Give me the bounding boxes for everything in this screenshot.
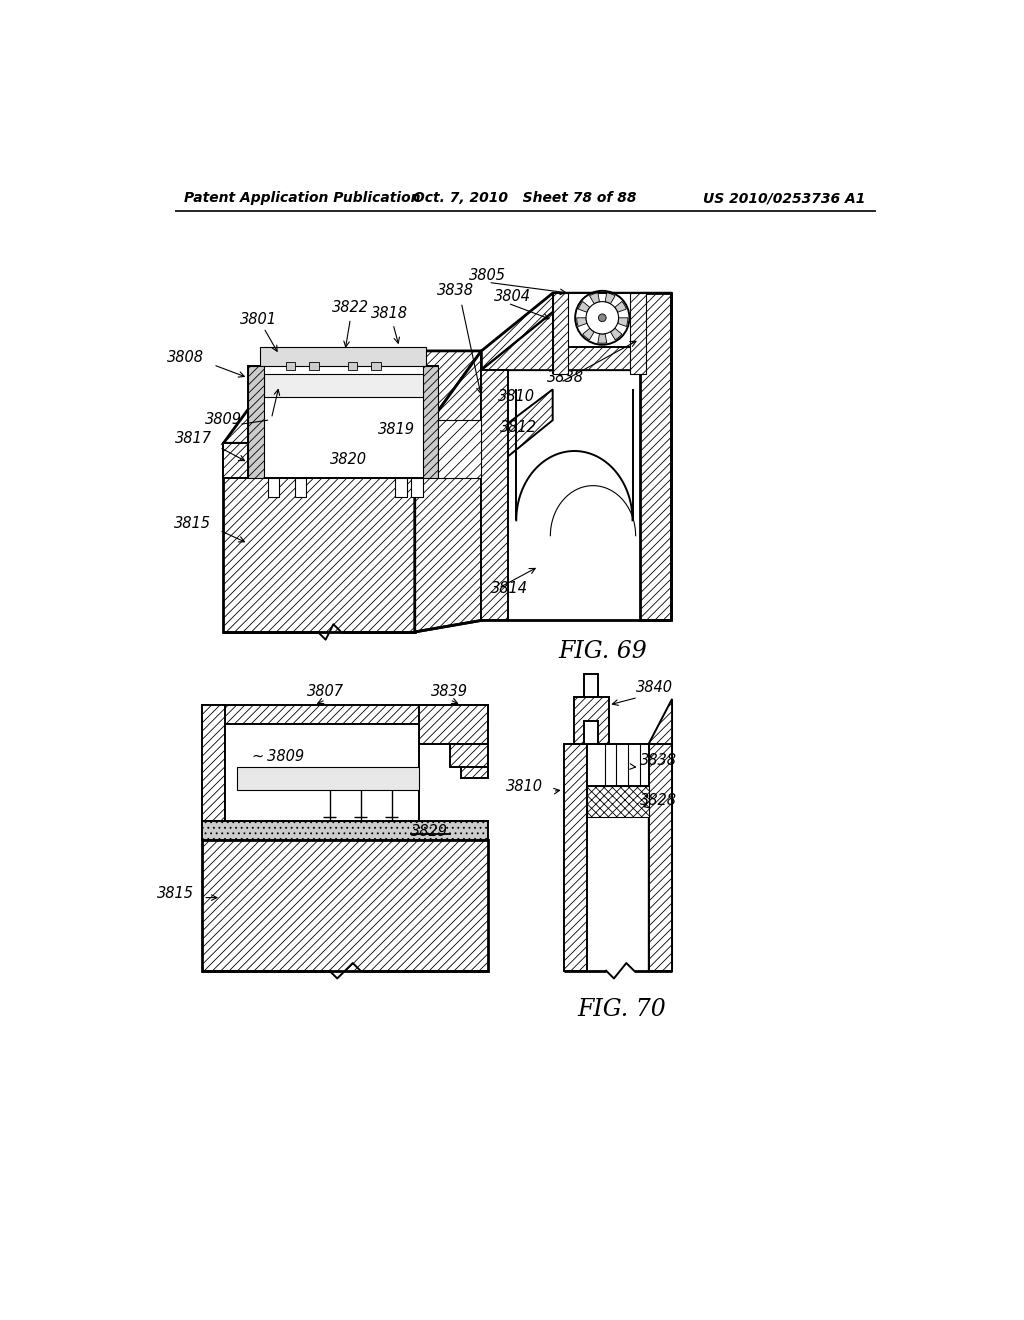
Polygon shape <box>553 293 568 374</box>
Polygon shape <box>260 347 426 367</box>
Polygon shape <box>649 743 672 970</box>
Circle shape <box>586 302 618 334</box>
Polygon shape <box>248 367 263 478</box>
Polygon shape <box>263 374 430 397</box>
Polygon shape <box>202 840 488 970</box>
Polygon shape <box>573 697 608 743</box>
Polygon shape <box>372 363 381 370</box>
Polygon shape <box>295 478 306 498</box>
Text: 3817: 3817 <box>175 432 212 446</box>
Polygon shape <box>450 743 488 767</box>
Polygon shape <box>438 420 481 478</box>
Text: 3801: 3801 <box>241 312 278 327</box>
Polygon shape <box>225 725 419 821</box>
Polygon shape <box>640 293 671 620</box>
Wedge shape <box>598 334 607 343</box>
Polygon shape <box>267 478 280 498</box>
Polygon shape <box>587 743 649 785</box>
Text: 3805: 3805 <box>469 268 506 282</box>
Text: 3815: 3815 <box>157 886 194 900</box>
Polygon shape <box>348 363 357 370</box>
Text: 3838: 3838 <box>547 370 584 384</box>
Text: ~ 3809: ~ 3809 <box>252 748 304 763</box>
Text: 3820: 3820 <box>331 451 368 467</box>
Circle shape <box>598 314 606 322</box>
Text: 3838: 3838 <box>437 284 474 298</box>
Wedge shape <box>617 318 628 326</box>
Text: 3807: 3807 <box>307 684 344 698</box>
Text: 3808: 3808 <box>167 350 204 366</box>
Wedge shape <box>579 301 590 313</box>
Text: 3814: 3814 <box>490 581 527 597</box>
Text: 3840: 3840 <box>636 680 673 696</box>
Wedge shape <box>583 329 594 339</box>
Polygon shape <box>415 351 481 632</box>
Polygon shape <box>411 478 423 498</box>
Polygon shape <box>223 444 415 632</box>
Polygon shape <box>419 705 488 743</box>
Text: 3819: 3819 <box>378 422 415 437</box>
Polygon shape <box>309 363 318 370</box>
Polygon shape <box>481 389 553 478</box>
Text: 3818: 3818 <box>372 306 409 321</box>
Wedge shape <box>605 293 615 304</box>
Polygon shape <box>223 351 481 444</box>
Polygon shape <box>248 367 438 478</box>
Polygon shape <box>223 444 481 478</box>
Text: 3810: 3810 <box>506 779 543 795</box>
Text: US 2010/0253736 A1: US 2010/0253736 A1 <box>703 191 866 206</box>
Text: 3839: 3839 <box>431 684 468 698</box>
Text: Patent Application Publication: Patent Application Publication <box>183 191 420 206</box>
Polygon shape <box>202 705 488 725</box>
Polygon shape <box>202 821 488 840</box>
Text: 3810: 3810 <box>499 389 536 404</box>
Polygon shape <box>237 767 419 789</box>
Wedge shape <box>590 293 599 304</box>
Polygon shape <box>202 705 225 821</box>
Polygon shape <box>395 478 407 498</box>
Text: 3828: 3828 <box>640 793 677 808</box>
Polygon shape <box>423 367 438 478</box>
Polygon shape <box>587 785 649 817</box>
Text: 3829: 3829 <box>411 825 447 840</box>
Text: FIG. 69: FIG. 69 <box>558 640 647 663</box>
Polygon shape <box>481 370 508 620</box>
Text: 3838: 3838 <box>640 754 677 768</box>
Wedge shape <box>577 318 587 326</box>
Text: 3804: 3804 <box>494 289 530 304</box>
Polygon shape <box>630 293 646 374</box>
Polygon shape <box>584 675 598 697</box>
Polygon shape <box>553 293 640 347</box>
Polygon shape <box>563 743 587 970</box>
Polygon shape <box>481 313 640 370</box>
Text: FIG. 70: FIG. 70 <box>578 998 667 1020</box>
Text: 3815: 3815 <box>174 516 211 531</box>
Wedge shape <box>610 329 622 339</box>
Text: Oct. 7, 2010   Sheet 78 of 88: Oct. 7, 2010 Sheet 78 of 88 <box>413 191 637 206</box>
Text: 3822: 3822 <box>332 301 369 315</box>
Polygon shape <box>481 293 671 370</box>
Text: 3809: 3809 <box>205 412 242 428</box>
Polygon shape <box>461 767 488 779</box>
Wedge shape <box>614 301 627 313</box>
Polygon shape <box>286 363 295 370</box>
Polygon shape <box>649 700 672 970</box>
Text: 3812: 3812 <box>500 420 537 434</box>
